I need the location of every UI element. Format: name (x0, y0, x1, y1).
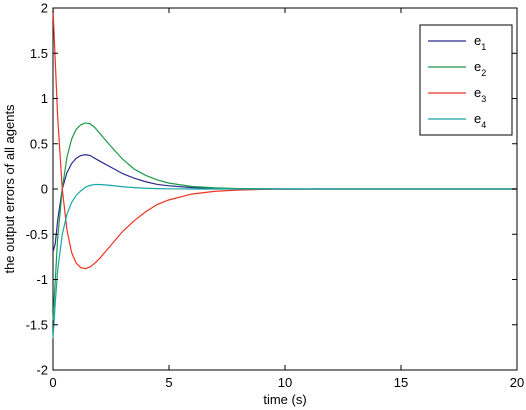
legend-label-base: e (474, 33, 481, 48)
legend-box (419, 24, 513, 136)
legend-label-e4: e4 (474, 111, 486, 130)
axes-layer: 0 5 10 15 20 -2 -1.5 -1 -0.5 0 0.5 1 1.5 2 (26, 1, 525, 391)
legend-label-base: e (474, 85, 481, 100)
x-tick-label: 10 (278, 375, 292, 390)
x-tick-label: 0 (49, 375, 56, 390)
series-line-e4 (52, 183, 517, 339)
legend-label-subscript: 4 (481, 120, 486, 130)
legend-label-subscript: 1 (481, 42, 486, 52)
legend-label-base: e (474, 59, 481, 74)
y-tick-label: -2 (36, 363, 48, 378)
y-tick-label: 1.5 (30, 46, 48, 61)
y-tick-label: 0.5 (30, 136, 48, 151)
legend-label-e1: e1 (474, 33, 486, 52)
x-tick-label: 20 (510, 375, 524, 390)
y-tick-label: -1 (36, 272, 48, 287)
legend-label-e2: e2 (474, 59, 486, 78)
legend-label-subscript: 2 (481, 68, 486, 78)
x-tick-label: 5 (165, 375, 172, 390)
y-tick-label: -0.5 (26, 227, 48, 242)
legend-label-e3: e3 (474, 85, 486, 104)
x-axis-label: time (s) (263, 392, 306, 407)
y-axis-label: the output errors of all agents (2, 104, 17, 274)
y-tick-label: 1 (41, 91, 48, 106)
legend-label-base: e (474, 111, 481, 126)
y-tick-label: 2 (41, 1, 48, 16)
y-tick-label: -1.5 (26, 317, 48, 332)
legend-label-subscript: 3 (481, 94, 486, 104)
x-tick-label: 15 (394, 375, 408, 390)
y-tick-label: 0 (41, 182, 48, 197)
series-layer (52, 7, 517, 339)
